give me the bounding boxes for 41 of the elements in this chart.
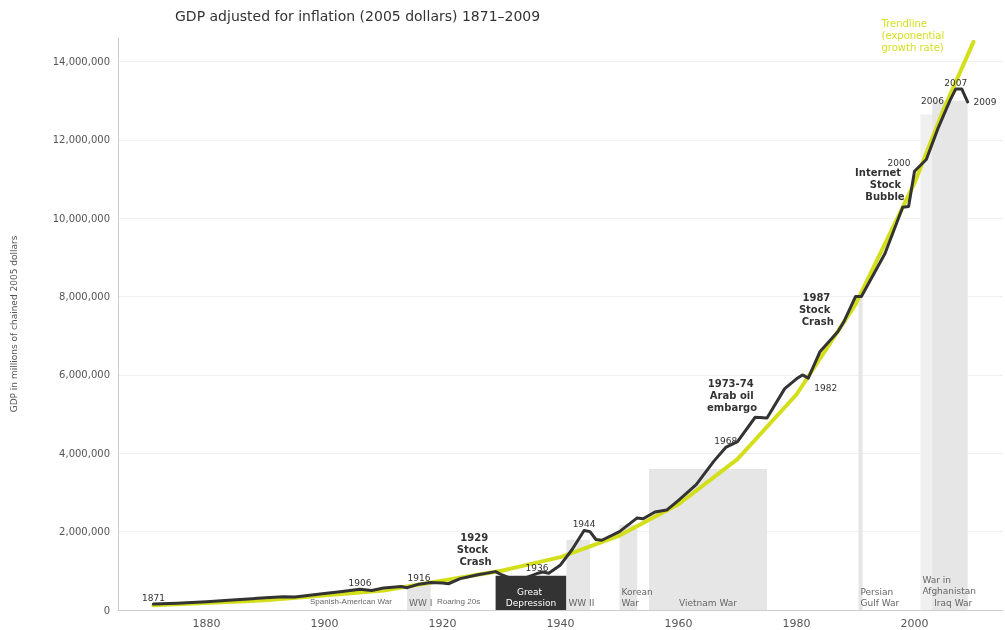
annotation: 1871 [141, 593, 165, 604]
text: Trendline (exponential growth rate) [880, 18, 948, 54]
x-tick-label: 1920 [428, 617, 457, 630]
y-tick-label: 4,000,000 [59, 447, 110, 459]
x-tick-label: 1980 [782, 617, 811, 630]
annotation: 2000 [887, 158, 911, 169]
band-label: Great Depression [505, 586, 557, 608]
annotation: 1982 [814, 383, 838, 394]
band-label: WW II [568, 597, 595, 608]
annotation: Roaring 20s [437, 596, 481, 606]
annotation: 1906 [348, 578, 372, 589]
y-tick-label: 10,000,000 [52, 212, 110, 224]
band-label: Vietnam War [679, 597, 738, 608]
x-tick-label: 1880 [192, 617, 221, 630]
annotation: 1987 Stock Crash [798, 292, 834, 328]
band-label: Iraq War [934, 597, 973, 608]
y-tick-label: 2,000,000 [59, 526, 110, 538]
chart-subtitle: GDP adjusted for inflation (2005 dollars) 1871–2009 [175, 8, 541, 24]
annotation: 1973-74 Arab oil embargo [707, 378, 758, 414]
y-axis-title: GDP in millions of chained 2005 dollars [8, 235, 19, 413]
band-label: Korean War [621, 586, 656, 608]
x-tick-label: 1900 [310, 617, 339, 630]
y-tick-label: 6,000,000 [59, 369, 110, 381]
x-tick-label: 1940 [546, 617, 575, 630]
band-label: War in Afghanistan [922, 574, 976, 596]
annotation: 2006 [920, 95, 945, 106]
y-tick-label: 12,000,000 [52, 134, 110, 146]
annotation: Internet Stock Bubble [855, 166, 905, 202]
annotation: 2009 [973, 96, 997, 107]
annotation: 1944 [572, 519, 596, 530]
band-label: Persian Gulf War [860, 586, 900, 608]
x-tick-label: 1960 [664, 617, 693, 630]
y-tick-label: 8,000,000 [59, 291, 110, 303]
annotation: Spanish-American War [310, 596, 393, 606]
y-tick-label: 14,000,000 [52, 56, 110, 68]
annotation: 1916 [407, 573, 431, 584]
annotation: 1929 Stock Crash [456, 532, 492, 568]
annotation: 1936 [525, 562, 549, 573]
x-tick-label: 2000 [900, 617, 929, 630]
y-tick-label: 0 [103, 604, 110, 616]
band-label: WW I [409, 597, 433, 608]
